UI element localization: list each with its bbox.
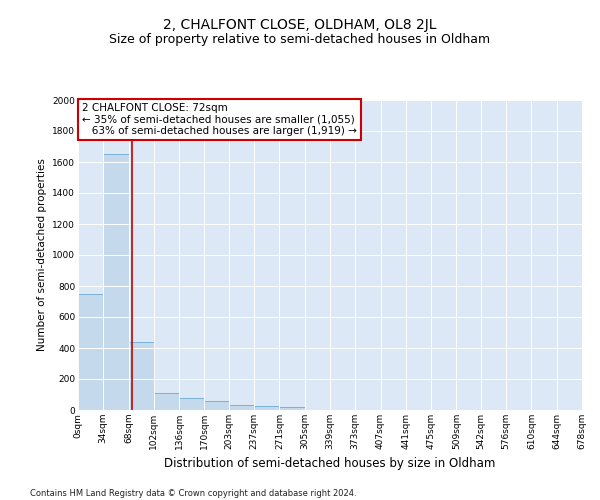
X-axis label: Distribution of semi-detached houses by size in Oldham: Distribution of semi-detached houses by …	[164, 458, 496, 470]
Bar	[78, 294, 103, 410]
Text: Size of property relative to semi-detached houses in Oldham: Size of property relative to semi-detach…	[109, 32, 491, 46]
Bar	[179, 398, 205, 410]
Text: Contains HM Land Registry data © Crown copyright and database right 2024.: Contains HM Land Registry data © Crown c…	[30, 488, 356, 498]
Bar	[280, 407, 305, 410]
Bar	[229, 404, 254, 410]
Text: 2, CHALFONT CLOSE, OLDHAM, OL8 2JL: 2, CHALFONT CLOSE, OLDHAM, OL8 2JL	[163, 18, 437, 32]
Text: 2 CHALFONT CLOSE: 72sqm
← 35% of semi-detached houses are smaller (1,055)
   63%: 2 CHALFONT CLOSE: 72sqm ← 35% of semi-de…	[82, 103, 356, 136]
Bar	[154, 393, 179, 410]
Bar	[103, 154, 128, 410]
Bar	[205, 400, 229, 410]
Y-axis label: Number of semi-detached properties: Number of semi-detached properties	[37, 158, 47, 352]
Bar	[254, 406, 280, 410]
Bar	[128, 342, 154, 410]
